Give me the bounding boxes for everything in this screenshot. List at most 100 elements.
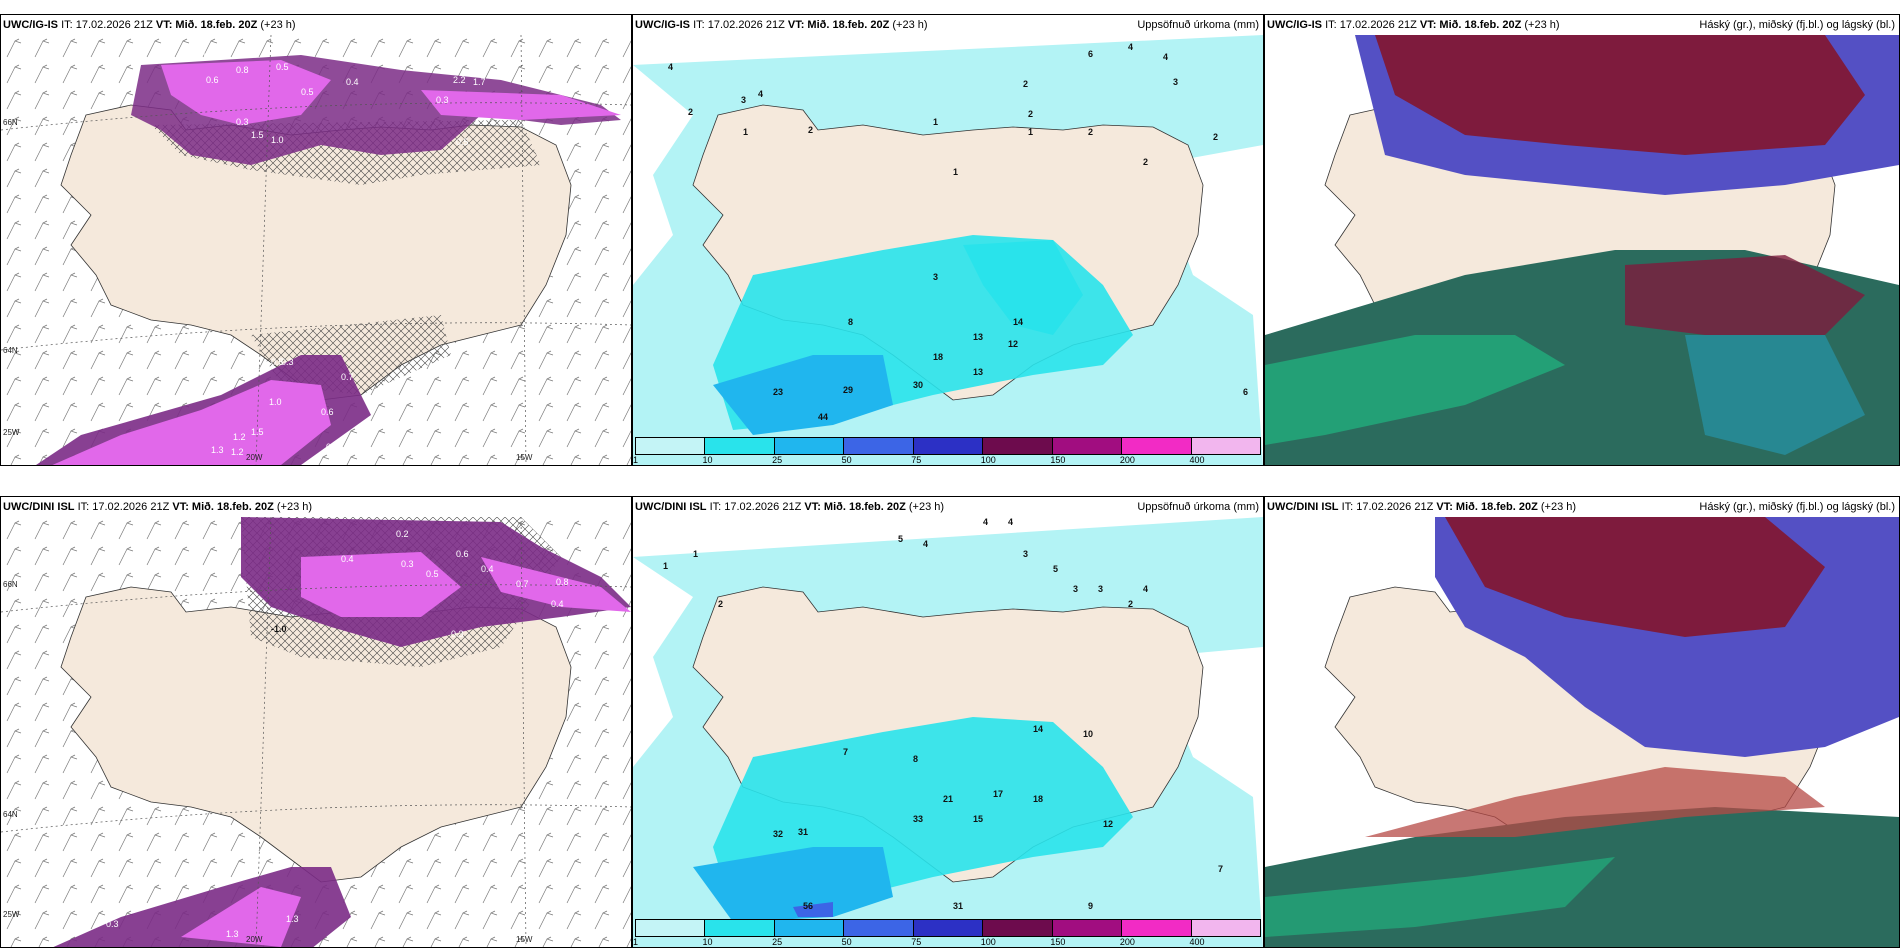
accum-value: 12 bbox=[1008, 339, 1018, 349]
accum-value: 33 bbox=[913, 814, 923, 824]
accum-value: 4 bbox=[1128, 42, 1133, 52]
panel-bottom-precip: UWC/DINI ISL IT: 17.02.2026 21Z VT: Mið.… bbox=[0, 496, 632, 948]
precip-value: 1.5 bbox=[251, 130, 264, 140]
precip-value-labels: 0.2 0.4 0.6 0.3 0.5 0.4 -1.0 0.7 0.4 0.8… bbox=[106, 529, 569, 939]
colorbar-swatch bbox=[844, 920, 914, 936]
accum-value: 2 bbox=[688, 107, 693, 117]
precip-value: 1.2 bbox=[233, 432, 246, 442]
precip-value: 0.7 bbox=[341, 372, 354, 382]
precip-map[interactable]: 66N 64N 25W 20W 15W 0.5 0.6 0.8 0.5 0.5 … bbox=[1, 35, 631, 465]
accum-map[interactable]: 4 2 3 4 1 2 2 1 1 1 2 6 4 4 3 2 2 2 3 8 bbox=[633, 35, 1263, 465]
accum-value-labels: 4 2 3 4 1 2 2 1 1 1 2 6 4 4 3 2 2 2 3 8 bbox=[668, 42, 1248, 422]
accum-value: 1 bbox=[743, 127, 748, 137]
valid-time: VT: Mið. 18.feb. 20Z bbox=[1419, 19, 1522, 31]
accum-value: 4 bbox=[1008, 517, 1013, 527]
cloud-map[interactable] bbox=[1265, 35, 1899, 465]
axis-label-66n: 66N bbox=[3, 580, 18, 589]
colorbar-tick-label: 50 bbox=[841, 937, 852, 947]
field-title: Háský (gr.), miðský (fj.bl.) og lágský (… bbox=[1699, 501, 1895, 513]
colorbar-swatch bbox=[774, 920, 845, 936]
axis-label-15w: 15W bbox=[516, 935, 533, 944]
accum-value: 1 bbox=[663, 561, 668, 571]
header: UWC/IG-IS IT: 17.02.2026 21Z VT: Mið. 18… bbox=[1, 15, 631, 35]
accum-value: 21 bbox=[943, 794, 953, 804]
accum-value: 1 bbox=[933, 117, 938, 127]
precip-value: 0.3 bbox=[436, 95, 449, 105]
colorbar-swatch bbox=[913, 438, 984, 454]
colorbar-swatch bbox=[636, 438, 706, 454]
colorbar-swatch bbox=[1122, 920, 1192, 936]
accum-value: 6 bbox=[1088, 49, 1093, 59]
precip-value: 1.0 bbox=[521, 72, 534, 82]
accum-value: 30 bbox=[913, 380, 923, 390]
colorbar-tick-label: 200 bbox=[1119, 455, 1135, 465]
precip-value: 1.3 bbox=[211, 445, 224, 455]
accum-map[interactable]: 4 4 5 1 1 4 2 3 5 3 3 2 4 8 7 14 10 17 1… bbox=[633, 517, 1263, 947]
field-title: Uppsöfnuð úrkoma (mm) bbox=[1137, 19, 1259, 31]
colorbar-tick-label: 400 bbox=[1189, 455, 1205, 465]
header: UWC/IG-IS IT: 17.02.2026 21Z VT: Mið. 18… bbox=[1265, 15, 1899, 35]
accum-value: 14 bbox=[1013, 317, 1023, 327]
colorbar-swatch bbox=[844, 438, 914, 454]
precip-map[interactable]: 66N 64N 25W 20W 15W 0.2 0.4 0.6 0.3 0.5 … bbox=[1, 517, 631, 947]
accum-value: 13 bbox=[973, 332, 983, 342]
precip-value: 0.5 bbox=[196, 52, 209, 62]
model-name: UWC/DINI ISL bbox=[635, 501, 707, 513]
accum-value: 9 bbox=[1088, 901, 1093, 911]
colorbar: 1 10 25 50 75 100 150 200 400 bbox=[633, 437, 1261, 465]
accum-value: 7 bbox=[1218, 864, 1223, 874]
axis-label-25w: 25W bbox=[3, 910, 20, 919]
precip-value: 0.7 bbox=[326, 442, 339, 452]
colorbar-tick-label: 400 bbox=[1189, 937, 1205, 947]
model-name: UWC/DINI ISL bbox=[3, 501, 75, 513]
field-title: Háský (gr.), miðský (fj.bl.) og lágský (… bbox=[1699, 19, 1895, 31]
accum-value: 1 bbox=[953, 167, 958, 177]
accum-value: 31 bbox=[798, 827, 808, 837]
colorbar-tick-label: 25 bbox=[772, 937, 783, 947]
accum-value: 2 bbox=[1028, 109, 1033, 119]
model-name: UWC/IG-IS bbox=[635, 19, 690, 31]
cloud-map[interactable] bbox=[1265, 517, 1899, 947]
precip-value: 0.4 bbox=[481, 564, 494, 574]
colorbar-swatch bbox=[1122, 438, 1192, 454]
colorbar-tick-label: 10 bbox=[702, 937, 713, 947]
accum-value: 4 bbox=[1163, 52, 1168, 62]
precip-value-labels: 0.5 0.6 0.8 0.5 0.5 0.4 2.2 1.7 1.0 0.3 … bbox=[196, 52, 534, 457]
valid-time: VT: Mið. 18.feb. 20Z bbox=[1436, 501, 1538, 513]
accum-value: 8 bbox=[848, 317, 853, 327]
precip-value: 0.4 bbox=[346, 77, 359, 87]
colorbar: 1 10 25 50 75 100 150 200 400 bbox=[633, 919, 1261, 947]
accum-value: 2 bbox=[1088, 127, 1093, 137]
precip-value: 1.3 bbox=[226, 929, 239, 939]
accum-value: 44 bbox=[818, 412, 828, 422]
precip-value: 0.8 bbox=[236, 65, 249, 75]
panel-bottom-accum: UWC/DINI ISL IT: 17.02.2026 21Z VT: Mið.… bbox=[632, 496, 1264, 948]
colorbar-swatch bbox=[983, 920, 1053, 936]
colorbar-tick-label: 75 bbox=[911, 455, 922, 465]
lead-time: (+23 h) bbox=[276, 501, 313, 513]
colorbar-tick-label: 150 bbox=[1050, 937, 1066, 947]
accum-value: 4 bbox=[923, 539, 928, 549]
accum-value: 18 bbox=[933, 352, 943, 362]
accum-value: 18 bbox=[1033, 794, 1043, 804]
field-title: Uppsöfnuð úrkoma (mm) bbox=[1137, 501, 1259, 513]
colorbar-labels: 1 10 25 50 75 100 150 200 400 bbox=[633, 455, 1261, 465]
colorbar-swatch bbox=[705, 438, 775, 454]
precip-value: 0.5 bbox=[271, 357, 284, 367]
colorbar-tick-label: 50 bbox=[841, 455, 852, 465]
colorbar-swatches bbox=[635, 919, 1261, 937]
accum-value: 2 bbox=[1213, 132, 1218, 142]
colorbar-tick-label: 10 bbox=[702, 455, 713, 465]
init-time: IT: 17.02.2026 21Z bbox=[61, 19, 153, 31]
accum-value: 5 bbox=[898, 534, 903, 544]
header: UWC/DINI ISL IT: 17.02.2026 21Z VT: Mið.… bbox=[1265, 497, 1899, 517]
accum-value: 15 bbox=[973, 814, 983, 824]
accum-value-labels: 4 4 5 1 1 4 2 3 5 3 3 2 4 8 7 14 10 17 1… bbox=[663, 517, 1223, 911]
axis-label-25w: 25W bbox=[3, 428, 20, 437]
axis-label-15w: 15W bbox=[516, 453, 533, 462]
init-time: IT: 17.02.2026 21Z bbox=[709, 501, 802, 513]
precip-value: 0.7 bbox=[516, 579, 529, 589]
panel-top-accum: UWC/IG-IS IT: 17.02.2026 21Z VT: Mið. 18… bbox=[632, 14, 1264, 466]
colorbar-swatch bbox=[983, 438, 1053, 454]
precip-value: -1.0 bbox=[271, 624, 287, 634]
